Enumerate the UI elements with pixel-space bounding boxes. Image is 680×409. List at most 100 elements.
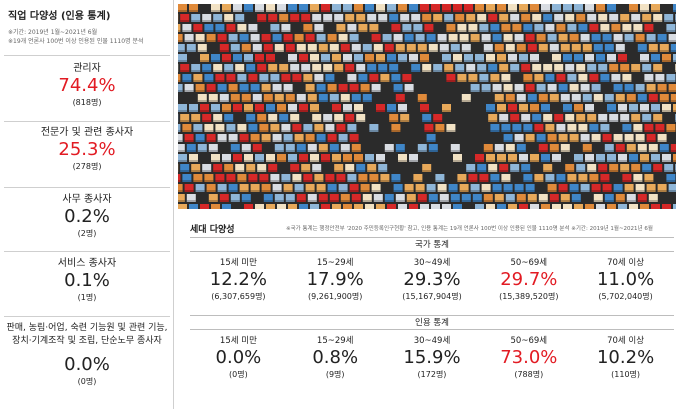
- mosaic-block: [343, 54, 352, 62]
- mosaic-block: [499, 64, 509, 72]
- mosaic-block: [596, 204, 605, 209]
- mosaic-block: [417, 194, 427, 202]
- mosaic-block: [457, 174, 467, 182]
- mosaic-block: [433, 64, 443, 72]
- mosaic-block: [316, 184, 326, 192]
- mosaic-block: [582, 94, 592, 102]
- mosaic-block: [391, 124, 401, 132]
- mosaic-block: [191, 114, 201, 122]
- mosaic-block: [226, 124, 236, 132]
- mosaic-block: [567, 174, 577, 182]
- mosaic-block: [574, 154, 583, 162]
- mosaic-block: [237, 74, 247, 82]
- mosaic-block: [211, 104, 220, 112]
- mosaic-block: [329, 94, 339, 102]
- mosaic-block: [241, 144, 251, 152]
- mosaic-block: [178, 154, 187, 162]
- mosaic-block: [435, 174, 445, 182]
- mosaic-block: [327, 34, 337, 42]
- mosaic-block: [283, 34, 293, 42]
- mosaic-block: [274, 44, 284, 52]
- mosaic-block: [483, 144, 493, 152]
- mosaic-block: [615, 94, 625, 102]
- mosaic-block: [347, 124, 357, 132]
- mosaic-block: [180, 114, 190, 122]
- mosaic-block: [378, 14, 388, 22]
- mosaic-block: [653, 114, 663, 122]
- mosaic-block: [409, 4, 418, 12]
- mosaic-block: [338, 84, 348, 92]
- mosaic-block: [316, 34, 326, 42]
- mosaic-block: [673, 154, 676, 162]
- mosaic-block: [596, 54, 605, 62]
- age-group-cell: 15세 미만 12.2% (6,307,659명): [190, 253, 287, 309]
- mosaic-block: [305, 134, 315, 142]
- mosaic-block: [208, 194, 218, 202]
- mosaic-block: [178, 174, 181, 182]
- mosaic-block: [563, 4, 572, 12]
- mosaic-block: [376, 4, 385, 12]
- mosaic-block: [620, 164, 630, 172]
- mosaic-block: [248, 24, 258, 32]
- mosaic-block: [395, 44, 405, 52]
- mosaic-block: [336, 124, 346, 132]
- mosaic-block: [541, 4, 550, 12]
- mosaic-block: [602, 34, 612, 42]
- mosaic-block: [644, 24, 654, 32]
- mosaic-block: [178, 4, 187, 12]
- mosaic-block: [543, 64, 553, 72]
- mosaic-block: [277, 4, 286, 12]
- mosaic-block: [237, 24, 247, 32]
- mosaic-block: [213, 64, 223, 72]
- mosaic-block: [321, 154, 330, 162]
- mosaic-block: [466, 64, 476, 72]
- age-count: (15,167,904명): [402, 292, 462, 301]
- mosaic-block: [510, 164, 520, 172]
- mosaic-block: [497, 104, 506, 112]
- mosaic-block: [490, 174, 500, 182]
- mosaic-block: [602, 184, 612, 192]
- mosaic-block: [589, 174, 599, 182]
- mosaic-block: [607, 154, 616, 162]
- mosaic-block: [303, 74, 313, 82]
- mosaic-block: [646, 134, 656, 142]
- mosaic-block: [453, 204, 462, 209]
- mosaic-block: [514, 34, 524, 42]
- mosaic-block: [250, 184, 260, 192]
- mosaic-block: [413, 24, 423, 32]
- mosaic-block: [255, 4, 264, 12]
- mosaic-block: [279, 14, 289, 22]
- mosaic-block: [631, 164, 641, 172]
- mosaic-block: [226, 74, 236, 82]
- mosaic-block: [499, 14, 509, 22]
- mosaic-block: [637, 144, 647, 152]
- mosaic-block: [288, 204, 297, 209]
- age-pct: 15.9%: [403, 347, 461, 368]
- mosaic-block: [424, 124, 434, 132]
- mosaic-block: [312, 14, 322, 22]
- citation-stats-band: 인용 통계: [190, 315, 674, 330]
- mosaic-block: [351, 194, 361, 202]
- mosaic-block: [244, 4, 253, 12]
- mosaic-block: [501, 174, 511, 182]
- mosaic-block: [204, 174, 214, 182]
- mosaic-block: [369, 174, 379, 182]
- mosaic-block: [497, 54, 506, 62]
- mosaic-block: [521, 114, 531, 122]
- mosaic-block: [565, 14, 575, 22]
- mosaic-block: [624, 134, 634, 142]
- mosaic-block: [602, 134, 612, 142]
- mosaic-block: [369, 74, 379, 82]
- mosaic-block: [422, 114, 432, 122]
- mosaic-block: [314, 174, 324, 182]
- mosaic-block: [558, 34, 568, 42]
- mosaic-block: [255, 54, 264, 62]
- mosaic-block: [318, 194, 328, 202]
- mosaic-block: [360, 184, 370, 192]
- mosaic-block: [382, 34, 392, 42]
- mosaic-block: [340, 44, 350, 52]
- mosaic-block: [404, 34, 414, 42]
- mosaic-block: [387, 104, 396, 112]
- occupation-label-line2: 장치·기계조작 및 조립, 단순노무 종사자: [12, 336, 162, 346]
- age-group-cell: 50~69세 29.7% (15,389,520명): [480, 253, 577, 309]
